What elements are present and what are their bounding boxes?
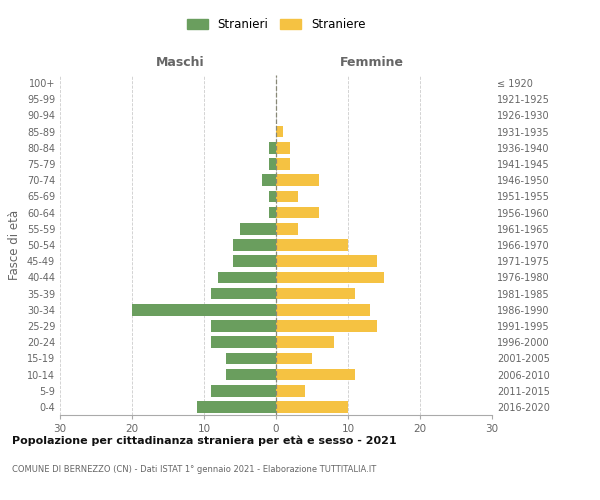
Text: COMUNE DI BERNEZZO (CN) - Dati ISTAT 1° gennaio 2021 - Elaborazione TUTTITALIA.I: COMUNE DI BERNEZZO (CN) - Dati ISTAT 1° … (12, 465, 376, 474)
Bar (269, 142, 276, 154)
Bar (276, 304, 370, 316)
Bar (269, 207, 276, 218)
Bar (276, 126, 283, 138)
Bar (218, 272, 276, 283)
Legend: Stranieri, Straniere: Stranieri, Straniere (182, 14, 370, 36)
Bar (269, 158, 276, 170)
Bar (276, 336, 334, 348)
Bar (197, 401, 276, 412)
Bar (276, 142, 290, 154)
Bar (276, 368, 355, 380)
Text: Maschi: Maschi (155, 56, 205, 69)
Text: Femmine: Femmine (340, 56, 404, 69)
Bar (262, 174, 276, 186)
Bar (276, 223, 298, 234)
Bar (211, 385, 276, 396)
Bar (276, 272, 384, 283)
Bar (276, 320, 377, 332)
Bar (233, 256, 276, 267)
Bar (276, 256, 377, 267)
Bar (276, 385, 305, 396)
Bar (211, 336, 276, 348)
Y-axis label: Fasce di età: Fasce di età (8, 210, 21, 280)
Bar (276, 352, 312, 364)
Bar (276, 158, 290, 170)
Bar (226, 352, 276, 364)
Text: Popolazione per cittadinanza straniera per età e sesso - 2021: Popolazione per cittadinanza straniera p… (12, 435, 397, 446)
Bar (276, 207, 319, 218)
Bar (211, 288, 276, 300)
Bar (240, 223, 276, 234)
Bar (276, 401, 348, 412)
Bar (276, 174, 319, 186)
Bar (269, 190, 276, 202)
Bar (226, 368, 276, 380)
Bar (276, 288, 355, 300)
Bar (132, 304, 276, 316)
Bar (276, 190, 298, 202)
Bar (276, 239, 348, 251)
Bar (233, 239, 276, 251)
Bar (211, 320, 276, 332)
